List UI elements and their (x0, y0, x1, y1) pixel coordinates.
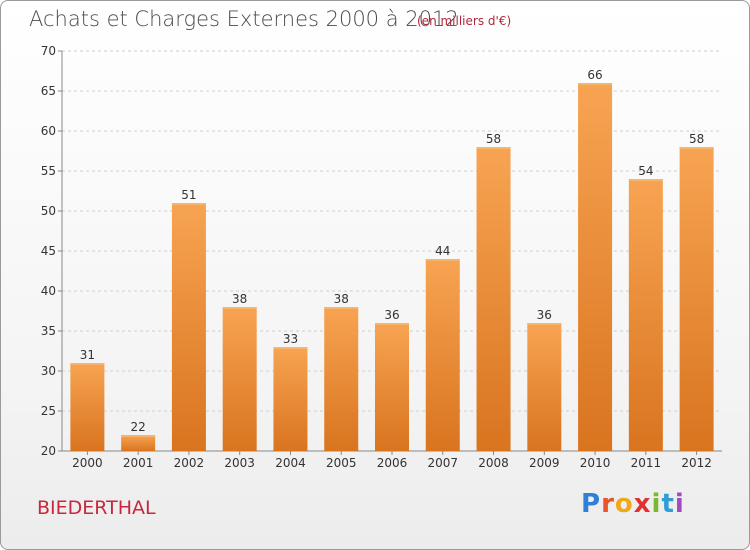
logo-letter: o (614, 489, 634, 519)
x-tick-label: 2008 (478, 456, 509, 470)
x-tick-label: 2012 (681, 456, 712, 470)
y-tick-label: 45 (41, 244, 56, 258)
commune-name: BIEDERTHAL (37, 497, 156, 519)
logo-letter: P (581, 489, 602, 519)
x-tick-label: 2003 (224, 456, 255, 470)
y-tick-label: 25 (41, 404, 56, 418)
value-label: 51 (181, 188, 196, 202)
bar (527, 323, 562, 451)
bar-top-highlight (679, 147, 714, 149)
bar (121, 435, 156, 451)
y-tick-label: 55 (41, 164, 56, 178)
bar-top-highlight (578, 83, 613, 85)
y-tick-label: 50 (41, 204, 56, 218)
bar-layer (70, 83, 714, 451)
bar (222, 307, 257, 451)
value-label: 31 (80, 348, 95, 362)
x-tick-label: 2000 (72, 456, 103, 470)
bar-top-highlight (476, 147, 511, 149)
bar (324, 307, 359, 451)
bar-top-highlight (171, 203, 206, 205)
y-tick-label: 70 (41, 44, 56, 58)
logo-letter: t (661, 489, 675, 519)
axis-layer: 20 25 30 35 40 45 50 55 60 65 70 2000 2001 2002 2003 20… (41, 44, 722, 470)
value-label: 58 (486, 132, 501, 146)
bar (375, 323, 409, 451)
value-label: 38 (232, 292, 247, 306)
logo-letter: r (601, 489, 615, 519)
y-tick-label: 35 (41, 324, 56, 338)
value-label: 33 (283, 332, 298, 346)
proxiti-logo[interactable]: Proxiti (581, 489, 685, 519)
bar-top-highlight (121, 435, 156, 437)
value-label: 54 (638, 164, 653, 178)
logo-letter: x (633, 489, 652, 519)
bar-top-highlight (324, 307, 359, 309)
logo-letter: i (674, 489, 685, 519)
y-tick-label: 60 (41, 124, 56, 138)
bar-top-highlight (70, 363, 105, 365)
x-tick-label: 2002 (174, 456, 205, 470)
value-label: 44 (435, 244, 450, 258)
x-tick-label: 2004 (275, 456, 306, 470)
x-tick-label: 2010 (580, 456, 611, 470)
chart-subtitle: (en milliers d'€) (417, 14, 512, 28)
x-tick-label: 2005 (326, 456, 357, 470)
value-label: 58 (689, 132, 704, 146)
bar-top-highlight (425, 259, 460, 261)
x-tick-label: 2001 (123, 456, 154, 470)
bar-top-highlight (628, 179, 663, 181)
bar-top-highlight (375, 323, 409, 325)
x-tick-label: 2011 (631, 456, 662, 470)
bar (679, 147, 714, 451)
bar (476, 147, 511, 451)
logo-letter: i (651, 489, 662, 519)
value-label: 22 (131, 420, 146, 434)
bar-top-highlight (273, 347, 308, 349)
x-tick-label: 2006 (377, 456, 408, 470)
bar (273, 347, 308, 451)
y-tick-label: 20 (41, 444, 56, 458)
value-label: 36 (537, 308, 552, 322)
label-layer: 31 22 51 38 33 38 36 44 58 36 66 54 58 (80, 68, 705, 434)
y-tick-label: 40 (41, 284, 56, 298)
value-label: 66 (587, 68, 602, 82)
x-tick-label: 2009 (529, 456, 560, 470)
bar (578, 83, 613, 451)
bar-top-highlight (527, 323, 562, 325)
value-label: 36 (384, 308, 399, 322)
chart-title: Achats et Charges Externes 2000 à 2012 (29, 7, 459, 31)
y-tick-label: 30 (41, 364, 56, 378)
bar (425, 259, 460, 451)
bar (171, 203, 206, 451)
bar-top-highlight (222, 307, 257, 309)
bar (628, 179, 663, 451)
bar (70, 363, 105, 451)
x-tick-label: 2007 (427, 456, 458, 470)
value-label: 38 (334, 292, 349, 306)
y-tick-label: 65 (41, 84, 56, 98)
